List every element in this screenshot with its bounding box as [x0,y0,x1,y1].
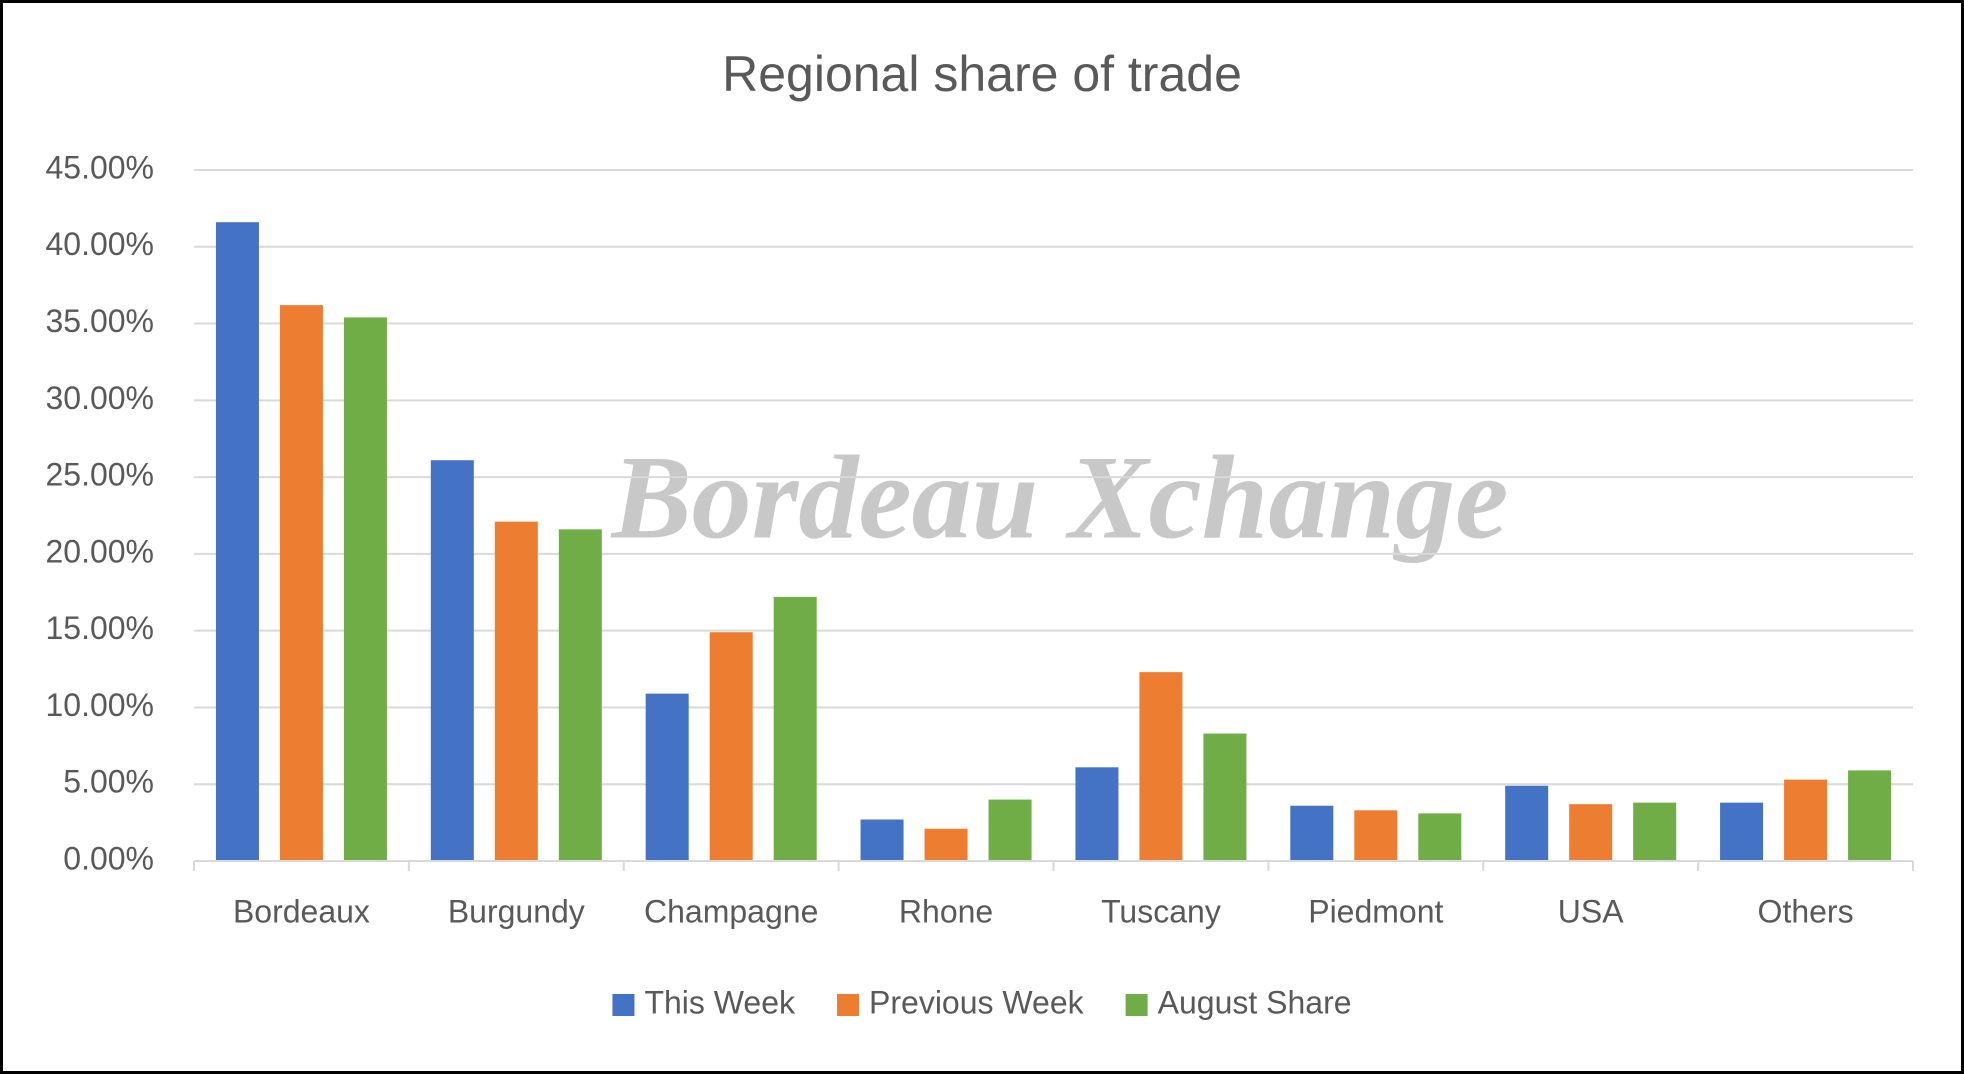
bar [494,521,538,861]
bar [1633,802,1677,861]
bar [430,460,474,861]
legend-swatch [837,994,860,1016]
y-tick-label: 25.00% [45,457,154,493]
bar [1290,805,1334,861]
x-tick-label: Others [1758,893,1854,929]
bar [1569,804,1613,861]
y-tick-label: 35.00% [45,303,154,339]
bar [1418,813,1462,861]
y-tick-label: 20.00% [45,533,154,569]
y-tick-label: 0.00% [63,840,154,876]
x-tick-label: Piedmont [1308,893,1443,929]
bar [1848,770,1892,861]
bar [558,529,602,861]
bar [645,693,689,861]
bar [709,632,753,861]
x-tick-label: Tuscany [1101,893,1221,929]
watermark: Bordeau Xchange [610,431,1509,564]
y-tick-label: 10.00% [45,687,154,723]
x-tick-label: Rhone [899,893,993,929]
bar [279,305,323,861]
bar [1075,767,1119,861]
legend-swatch [1125,994,1148,1016]
bar [1354,810,1398,861]
bar [215,222,259,862]
bar [1203,733,1247,861]
x-tick-label: Bordeaux [233,893,370,929]
bar [1505,785,1549,861]
bar [1139,672,1183,861]
chart-title: Regional share of trade [722,46,1242,102]
y-tick-label: 30.00% [45,380,154,416]
y-tick-label: 5.00% [63,764,154,800]
y-tick-label: 40.00% [45,226,154,262]
legend-label: This Week [644,984,796,1020]
legend-label: Previous Week [869,984,1085,1020]
bar [773,596,817,861]
bar [1720,802,1764,861]
bar [988,799,1032,861]
bar [924,828,968,861]
bar [860,819,904,861]
y-tick-label: 45.00% [45,149,154,185]
bar [343,317,387,861]
x-tick-label: Burgundy [448,893,585,929]
y-tick-label: 15.00% [45,610,154,646]
legend-label: August Share [1158,984,1352,1020]
x-tick-label: USA [1558,893,1624,929]
legend-swatch [612,994,635,1016]
x-tick-label: Champagne [644,893,818,929]
bar [1784,779,1828,861]
